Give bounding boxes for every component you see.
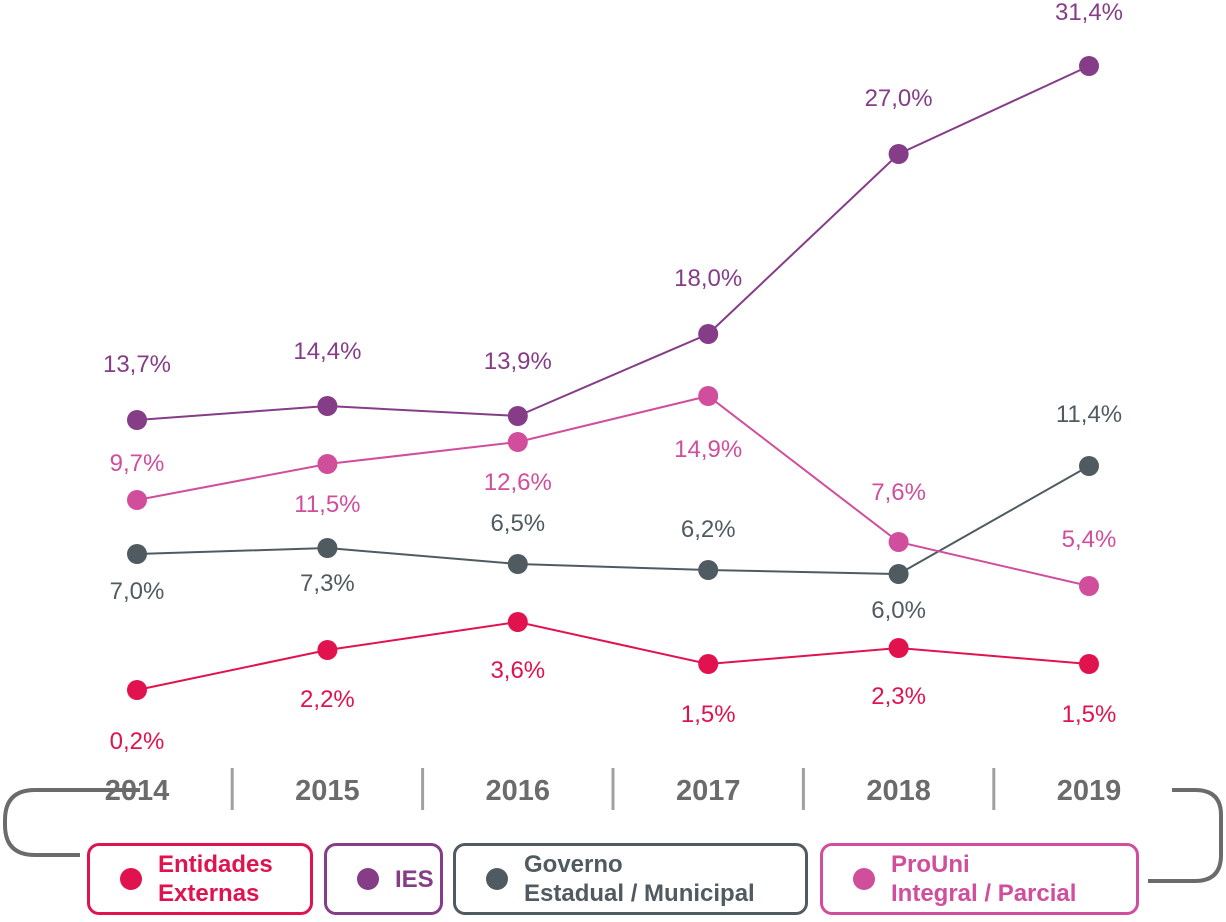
data-label: 27,0%: [865, 85, 933, 112]
data-label: 0,2%: [110, 728, 165, 755]
series-2: 7,0% 7,3% 6,5% 6,2% 6,0% 11,4%: [110, 401, 1122, 624]
data-label: 14,4%: [293, 338, 361, 365]
x-tick-label: 2016: [486, 775, 551, 807]
data-label: 11,5%: [294, 491, 360, 518]
series-0: 0,2% 2,2% 3,6% 1,5% 2,3% 1,5%: [110, 612, 1117, 755]
axis-bracket-right: [1148, 788, 1223, 883]
legend-ies: IES: [324, 843, 443, 915]
data-point: [507, 432, 528, 452]
data-point: [507, 612, 528, 632]
data-label: 5,4%: [1062, 526, 1117, 553]
data-label: 7,0%: [110, 578, 165, 605]
legend-label: IES: [395, 865, 434, 893]
x-tick-label: 2018: [866, 775, 931, 807]
legend-label: Entidades: [158, 851, 273, 878]
data-point: [317, 538, 338, 558]
data-point: [127, 490, 147, 510]
legend-label: ProUni: [891, 851, 970, 878]
data-point: [698, 654, 719, 674]
data-label: 6,5%: [490, 510, 545, 537]
data-point: [888, 144, 909, 164]
data-point: [1079, 456, 1099, 476]
x-tick-label: 2019: [1057, 775, 1122, 807]
legend-entidades-externas: Entidades Externas: [87, 843, 313, 915]
data-point: [1079, 56, 1099, 76]
data-point: [507, 554, 528, 574]
data-label: 12,6%: [484, 469, 552, 496]
data-label: 31,4%: [1055, 0, 1123, 26]
series-line: [136, 465, 1090, 576]
legend-label: Governo: [524, 851, 623, 878]
axis-bracket-left: [3, 788, 140, 857]
data-label: 3,6%: [490, 657, 545, 684]
data-label: 6,2%: [681, 516, 736, 543]
x-tick-label: 2017: [676, 775, 741, 807]
legend-marker-icon: [120, 868, 142, 890]
data-point: [127, 544, 147, 564]
data-point: [317, 454, 338, 474]
legend-marker-icon: [486, 868, 508, 890]
legend-governo: Governo Estadual / Municipal: [453, 843, 808, 915]
legend-label: Estadual / Municipal: [524, 880, 755, 907]
data-label: 6,0%: [871, 597, 926, 624]
series-line: [136, 65, 1090, 421]
series-3: 9,7% 11,5% 12,6% 14,9% 7,6% 5,4%: [110, 386, 1117, 596]
data-point: [698, 560, 719, 580]
legend-label: Integral / Parcial: [891, 880, 1077, 907]
data-label: 7,6%: [871, 479, 926, 506]
data-point: [888, 532, 909, 552]
data-point: [317, 640, 338, 660]
series-line: [136, 394, 1090, 587]
data-label: 13,7%: [103, 351, 171, 378]
data-label: 2,2%: [300, 686, 355, 713]
data-point: [127, 680, 147, 700]
data-point: [1079, 576, 1099, 596]
x-tick-label: 2015: [295, 775, 360, 807]
x-tick-label: 2014: [105, 775, 170, 807]
data-point: [888, 638, 909, 658]
series-line: [136, 620, 1090, 691]
data-label: 11,4%: [1056, 401, 1122, 428]
data-label: 2,3%: [871, 683, 926, 710]
data-point: [698, 386, 719, 406]
data-point: [698, 324, 719, 344]
data-label: 18,0%: [674, 265, 742, 292]
data-label: 1,5%: [681, 701, 736, 728]
data-point: [507, 406, 528, 426]
data-point: [1079, 654, 1099, 674]
data-point: [127, 410, 147, 430]
data-label: 14,9%: [674, 436, 742, 463]
legend-prouni: ProUni Integral / Parcial: [820, 843, 1139, 915]
data-label: 9,7%: [110, 450, 165, 477]
data-point: [317, 396, 338, 416]
legend-label: Externas: [158, 880, 260, 907]
data-label: 13,9%: [484, 348, 552, 375]
data-point: [888, 564, 909, 584]
legend-marker-icon: [853, 868, 875, 890]
series-1: 13,7% 14,4% 13,9% 18,0% 27,0% 31,4%: [103, 0, 1123, 430]
data-label: 7,3%: [300, 570, 355, 597]
legend-marker-icon: [357, 868, 379, 890]
data-label: 1,5%: [1062, 701, 1117, 728]
